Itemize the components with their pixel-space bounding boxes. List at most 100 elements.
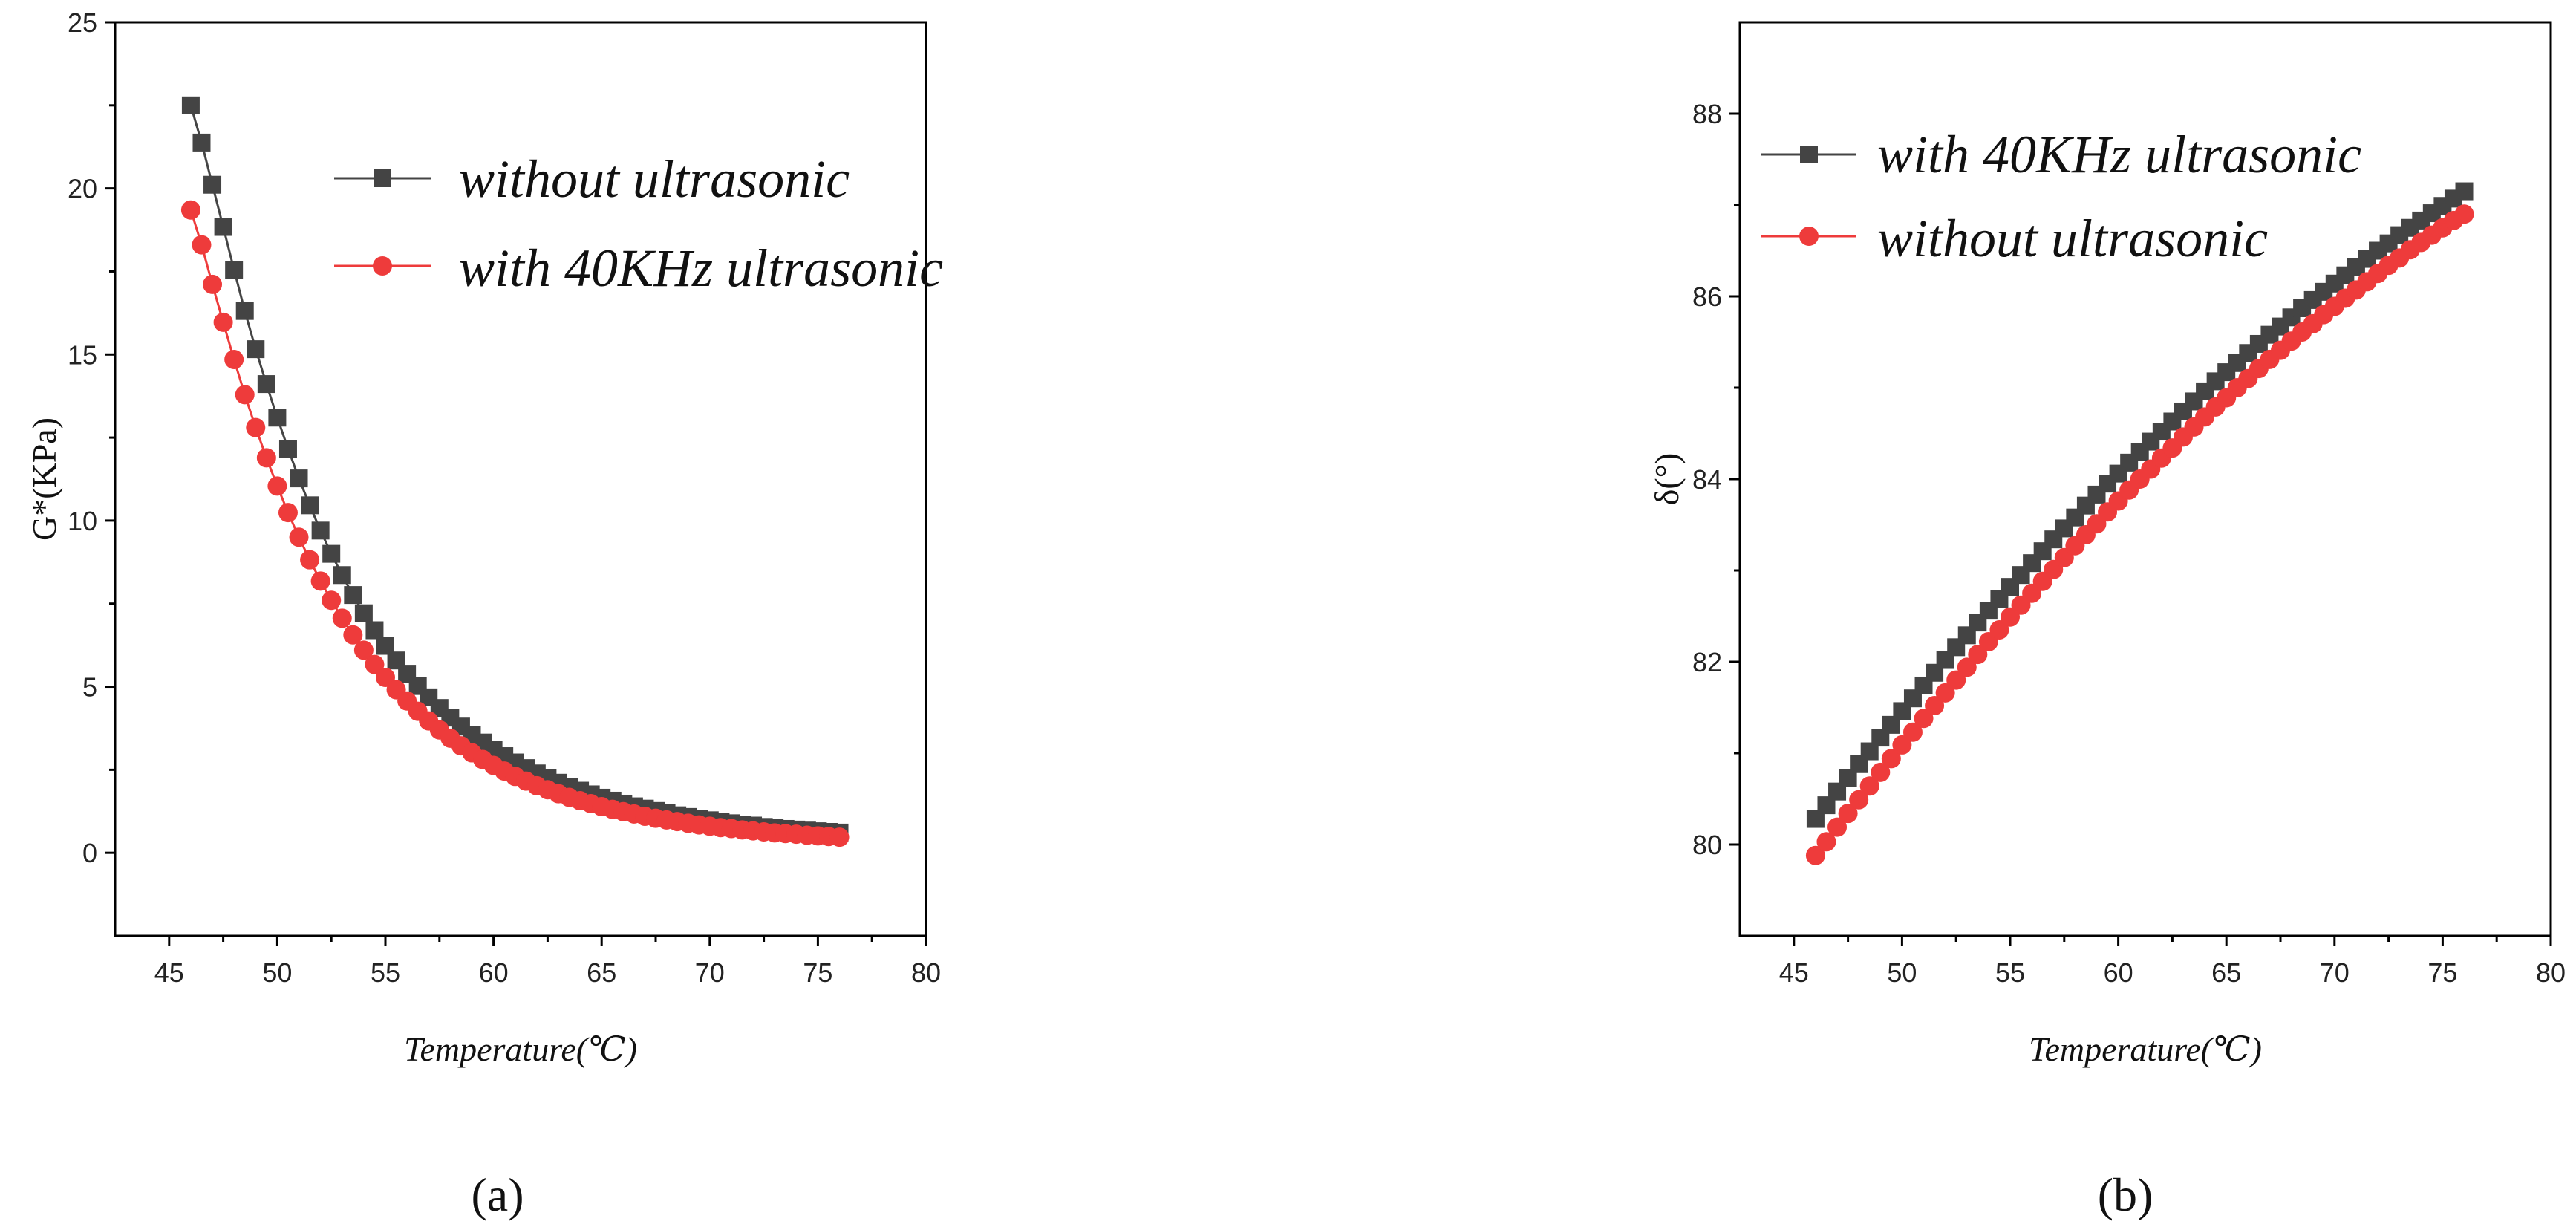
data-point xyxy=(2454,204,2474,224)
data-point xyxy=(311,521,330,540)
data-point xyxy=(1914,709,1934,729)
y-tick-label: 15 xyxy=(68,339,97,370)
x-tick-label: 70 xyxy=(2320,957,2350,988)
legend-label: with 40KHz ultrasonic xyxy=(459,238,943,298)
x-tick-label: 60 xyxy=(479,957,509,988)
data-point xyxy=(1871,762,1891,782)
y-tick-label: 10 xyxy=(68,506,97,536)
y-tick-label: 84 xyxy=(1692,464,1722,495)
x-tick-label: 75 xyxy=(2427,957,2457,988)
data-point xyxy=(213,312,233,332)
x-tick-label: 70 xyxy=(695,957,725,988)
data-point xyxy=(333,566,351,585)
data-point xyxy=(829,827,850,847)
x-axis-title: Temperature(℃) xyxy=(404,1030,637,1068)
data-point xyxy=(268,409,287,427)
data-point xyxy=(365,654,385,674)
x-tick-label: 45 xyxy=(154,957,184,988)
y-tick-label: 5 xyxy=(82,672,97,703)
data-point xyxy=(192,133,211,152)
y-tick-label: 20 xyxy=(68,174,97,204)
data-point xyxy=(1892,735,1912,755)
data-point xyxy=(180,200,200,220)
data-point xyxy=(1838,804,1858,824)
data-point xyxy=(1968,645,1988,665)
y-axis-title: G*(KPa) xyxy=(25,417,63,541)
data-point xyxy=(203,274,223,294)
data-point xyxy=(343,625,363,645)
data-point xyxy=(278,503,298,523)
legend-label: without ultrasonic xyxy=(459,149,850,209)
data-point xyxy=(256,448,276,468)
chart-panel-b: 45 50 55 60 65 70 75 80 80 82 84 86 88 with 40KHz u… xyxy=(1648,21,2566,1221)
data-point xyxy=(1925,696,1945,716)
data-point xyxy=(267,476,287,496)
data-point xyxy=(322,544,341,563)
data-point xyxy=(1957,657,1977,677)
data-point xyxy=(289,527,309,547)
y-axis-title: δ(°) xyxy=(1648,453,1686,506)
data-point xyxy=(353,640,374,660)
data-point xyxy=(290,469,308,488)
x-tick-label: 80 xyxy=(2536,957,2566,988)
data-point xyxy=(257,375,275,394)
x-axis: 45 50 55 60 65 70 75 80 xyxy=(154,936,941,988)
y-tick-label: 86 xyxy=(1692,282,1722,312)
data-point xyxy=(1946,670,1966,690)
data-point xyxy=(235,302,254,320)
x-axis: 45 50 55 60 65 70 75 80 xyxy=(1779,936,2566,988)
data-point xyxy=(246,417,266,437)
data-point xyxy=(301,496,319,515)
data-point xyxy=(1859,776,1879,796)
data-point xyxy=(278,440,297,458)
data-point xyxy=(300,550,320,570)
data-point xyxy=(365,621,384,640)
series-layer xyxy=(1805,182,2474,865)
x-tick-label: 45 xyxy=(1779,957,1809,988)
x-tick-label: 65 xyxy=(587,957,616,988)
x-tick-label: 50 xyxy=(262,957,292,988)
y-tick-label: 25 xyxy=(68,7,97,38)
data-point xyxy=(203,175,222,194)
data-point xyxy=(235,385,255,405)
panel-label: (b) xyxy=(2098,1168,2153,1221)
data-point xyxy=(225,261,244,279)
y-tick-label: 82 xyxy=(1692,647,1722,677)
legend-item-0: with 40KHz ultrasonic xyxy=(1761,125,2361,184)
plot-frame xyxy=(114,21,927,937)
y-tick-label: 80 xyxy=(1692,830,1722,860)
data-point xyxy=(214,218,232,236)
x-tick-label: 60 xyxy=(2104,957,2133,988)
legend-label: without ultrasonic xyxy=(1877,209,2268,268)
data-point xyxy=(1935,683,1955,703)
data-point xyxy=(1881,749,1901,769)
legend-item-0: without ultrasonic xyxy=(334,149,850,209)
legend: without ultrasonic with 40KHz ultrasonic xyxy=(334,149,943,298)
x-tick-label: 50 xyxy=(1887,957,1917,988)
y-tick-label: 0 xyxy=(82,838,97,868)
x-tick-label: 75 xyxy=(803,957,832,988)
data-point xyxy=(1827,817,1848,837)
legend-item-1: with 40KHz ultrasonic xyxy=(334,238,943,298)
series-layer xyxy=(180,96,850,847)
data-point xyxy=(2455,182,2474,201)
x-tick-label: 55 xyxy=(1995,957,2025,988)
x-tick-label: 55 xyxy=(371,957,400,988)
y-axis: 80 82 84 86 88 xyxy=(1692,99,1740,860)
x-tick-label: 80 xyxy=(911,957,941,988)
data-point xyxy=(247,340,265,359)
data-point xyxy=(1849,790,1869,810)
data-point xyxy=(1989,619,2009,640)
legend: with 40KHz ultrasonic without ultrasonic xyxy=(1761,125,2361,268)
data-point xyxy=(322,590,342,611)
data-point xyxy=(332,608,352,628)
data-point xyxy=(1902,722,1923,742)
x-axis-title: Temperature(℃) xyxy=(2029,1030,2262,1068)
data-point xyxy=(181,96,200,114)
chart-panel-a: 45 50 55 60 65 70 75 80 0 5 10 15 20 25 without ultr… xyxy=(25,7,943,1221)
y-tick-label: 88 xyxy=(1692,99,1722,129)
legend-label: with 40KHz ultrasonic xyxy=(1877,125,2361,184)
data-point xyxy=(224,349,244,369)
data-point xyxy=(192,235,212,255)
